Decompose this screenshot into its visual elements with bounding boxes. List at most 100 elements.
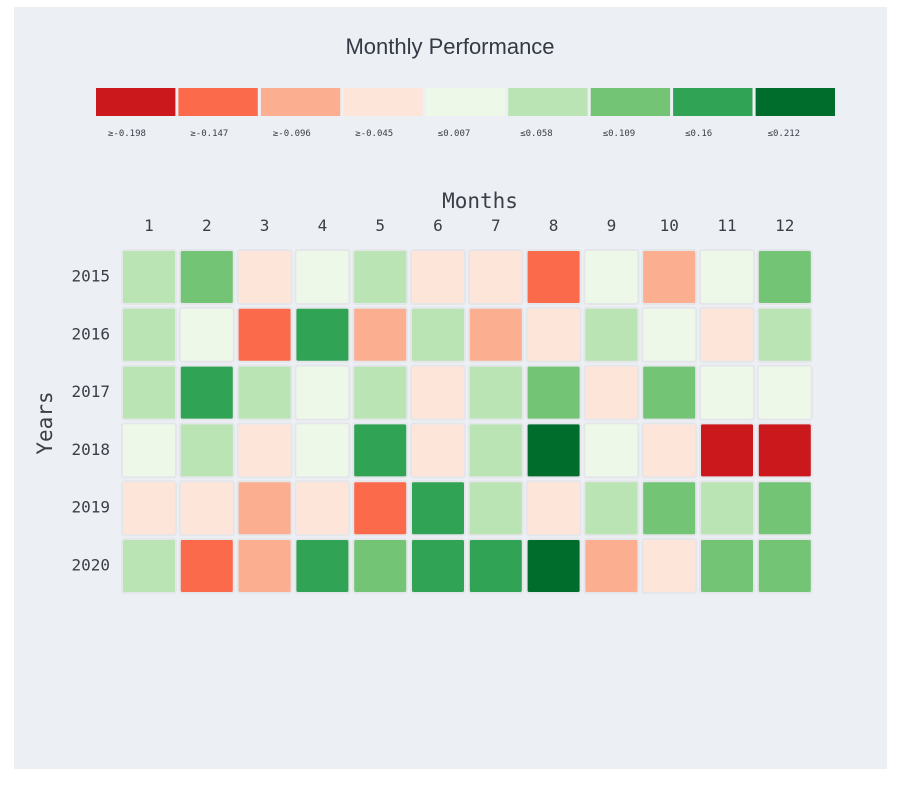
x-tick-label: 2: [202, 216, 212, 235]
heatmap-cell: [294, 249, 351, 305]
x-tick-label: 6: [433, 216, 443, 235]
heatmap-cell: [699, 538, 755, 594]
heatmap-cell: [583, 249, 640, 305]
heatmap-cell: [352, 249, 409, 305]
legend-swatch: [343, 88, 423, 116]
heatmap-cell: [236, 249, 293, 305]
heatmap-cell: [699, 306, 755, 363]
heatmap-cell: [121, 249, 177, 305]
heatmap-cell: [467, 538, 524, 594]
heatmap-cell: [236, 538, 293, 594]
heatmap-cell: [756, 538, 813, 594]
heatmap-cell: [525, 364, 582, 421]
legend-swatch: [178, 88, 258, 116]
heatmap-cell: [583, 538, 640, 594]
x-tick-label: 12: [775, 216, 794, 235]
legend-swatch: [755, 88, 835, 116]
heatmap-cell: [641, 538, 698, 594]
x-ticks: 1 2 3 4 5 6 7 8 9 10 11 12: [144, 216, 794, 235]
heatmap-cell: [583, 306, 640, 363]
heatmap-cell: [699, 480, 755, 537]
y-tick-label: 2015: [71, 267, 110, 286]
heatmap-cell: [756, 306, 813, 363]
heatmap-cell: [121, 422, 177, 479]
heatmap-cell: [178, 306, 235, 363]
heatmap-cell: [410, 249, 466, 305]
heatmap-cell: [467, 480, 524, 537]
heatmap-cell: [352, 538, 409, 594]
legend-swatch: [260, 88, 341, 116]
x-tick-label: 8: [549, 216, 559, 235]
legend-label: ≥-0.147: [190, 129, 228, 139]
heatmap-cell: [352, 480, 409, 537]
heatmap-cell: [525, 306, 582, 363]
legend-label: ≤0.212: [768, 129, 801, 139]
heatmap-cell: [467, 422, 524, 479]
heatmap-cell: [641, 480, 698, 537]
legend: ≥-0.198 ≥-0.147 ≥-0.096 ≥-0.045 ≤0.007 ≤0.058…: [96, 88, 835, 139]
legend-label: ≥-0.096: [273, 129, 311, 139]
heatmap-cell: [583, 364, 640, 421]
heatmap-cell: [410, 364, 466, 421]
x-tick-label: 4: [318, 216, 328, 235]
y-ticks: 2015 2016 2017 2018 2019 2020: [71, 267, 110, 575]
heatmap-cell: [525, 249, 582, 305]
heatmap-cell: [352, 364, 409, 421]
heatmap-cell: [410, 480, 466, 537]
heatmap-cell: [641, 249, 698, 305]
heatmap-cell: [294, 480, 351, 537]
heatmap-cell: [178, 364, 235, 421]
heatmap-cell: [756, 364, 813, 421]
heatmap-cell: [583, 480, 640, 537]
heatmap-cell: [236, 306, 293, 363]
legend-swatch: [673, 88, 753, 116]
y-tick-label: 2017: [71, 382, 110, 401]
legend-swatch: [96, 88, 176, 116]
heatmap-cell: [121, 538, 177, 594]
heatmap-cell: [294, 538, 351, 594]
heatmap-cell: [121, 306, 177, 363]
legend-label: ≤0.16: [685, 129, 712, 139]
y-tick-label: 2020: [71, 556, 110, 575]
legend-label: ≥-0.045: [355, 129, 393, 139]
heatmap-cell: [467, 249, 524, 305]
heatmap-cell: [178, 422, 235, 479]
heatmap-cell: [178, 480, 235, 537]
y-axis-title: Years: [33, 391, 57, 454]
heatmap-cell: [756, 480, 813, 537]
heatmap-cell: [294, 422, 351, 479]
heatmap-cell: [525, 538, 582, 594]
legend-label: ≥-0.198: [108, 129, 146, 139]
heatmap-cell: [467, 306, 524, 363]
heatmap-cell: [699, 364, 755, 421]
x-tick-label: 3: [260, 216, 270, 235]
heatmap-cell: [525, 422, 582, 479]
heatmap-cell: [178, 538, 235, 594]
heatmap-cells: [121, 249, 813, 594]
y-tick-label: 2016: [71, 324, 110, 343]
x-axis-title: Months: [442, 189, 518, 213]
heatmap-cell: [641, 306, 698, 363]
heatmap-cell: [467, 364, 524, 421]
heatmap-cell: [121, 480, 177, 537]
heatmap-cell: [641, 422, 698, 479]
legend-label: ≤0.007: [438, 129, 471, 139]
heatmap-cell: [352, 306, 409, 363]
heatmap-cell: [236, 422, 293, 479]
x-tick-label: 1: [144, 216, 154, 235]
x-tick-label: 10: [660, 216, 679, 235]
x-tick-label: 5: [375, 216, 385, 235]
heatmap-cell: [294, 364, 351, 421]
legend-label: ≤0.058: [520, 129, 553, 139]
heatmap-cell: [699, 422, 755, 479]
heatmap-cell: [641, 364, 698, 421]
heatmap-cell: [236, 480, 293, 537]
heatmap-cell: [410, 306, 466, 363]
legend-swatch: [508, 88, 588, 116]
heatmap-cell: [410, 538, 466, 594]
heatmap-cell: [178, 249, 235, 305]
heatmap-cell: [583, 422, 640, 479]
heatmap-cell: [699, 249, 755, 305]
heatmap-cell: [236, 364, 293, 421]
heatmap-cell: [410, 422, 466, 479]
